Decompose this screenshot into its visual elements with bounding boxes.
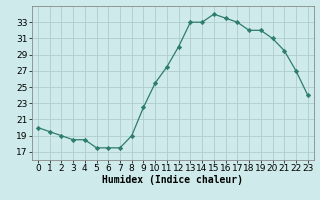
X-axis label: Humidex (Indice chaleur): Humidex (Indice chaleur) xyxy=(102,175,243,185)
